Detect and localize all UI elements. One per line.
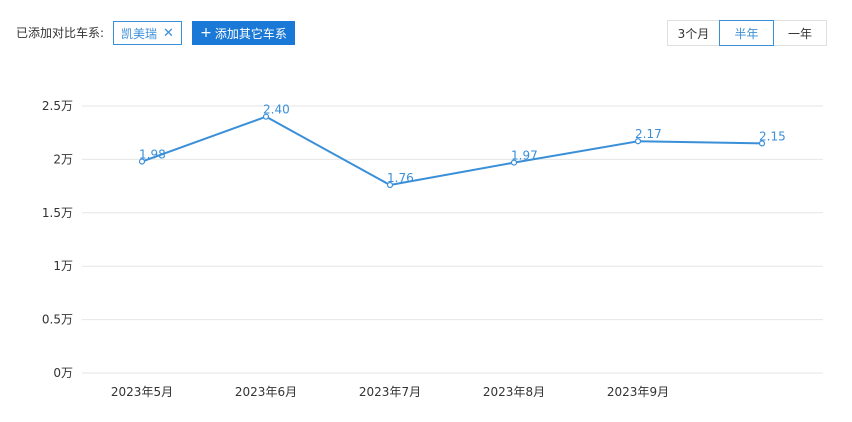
selected-model-name: 凯美瑞 <box>121 26 158 41</box>
range-one-year-button[interactable]: 一年 <box>773 20 827 46</box>
x-tick-label: 2023年9月 <box>607 385 669 399</box>
y-tick-label: 0.5万 <box>42 313 73 327</box>
data-label: 2.15 <box>759 129 786 143</box>
add-model-button[interactable]: + 添加其它车系 <box>192 21 295 45</box>
y-tick-label: 1万 <box>53 259 73 273</box>
range-half-year-button[interactable]: 半年 <box>719 20 774 46</box>
y-tick-label: 2.5万 <box>42 99 73 113</box>
data-label: 2.17 <box>635 127 662 141</box>
data-point <box>634 138 642 145</box>
plus-icon: + <box>200 25 212 41</box>
data-label: 1.97 <box>511 149 538 163</box>
data-point <box>386 181 394 189</box>
data-label: 1.76 <box>387 171 414 185</box>
x-tick-label: 2023年5月 <box>111 385 173 399</box>
time-range-selector: 3个月 半年 一年 <box>667 20 827 46</box>
data-point <box>138 158 146 165</box>
selected-model-tag[interactable]: 凯美瑞 ✕ <box>113 21 182 45</box>
x-tick-label: 2023年7月 <box>359 385 421 399</box>
y-tick-label: 1.5万 <box>42 206 73 220</box>
x-tick-label: 2023年6月 <box>235 385 297 399</box>
toolbar: 已添加对比车系: 凯美瑞 ✕ + 添加其它车系 3个月 半年 一年 <box>0 0 852 66</box>
data-label: 2.40 <box>263 103 290 117</box>
compare-label: 已添加对比车系: <box>16 26 105 40</box>
x-tick-label: 2023年8月 <box>483 385 545 399</box>
add-model-label: 添加其它车系 <box>214 26 287 41</box>
data-label: 1.98 <box>139 148 166 162</box>
y-tick-label: 2万 <box>53 152 73 166</box>
data-point <box>262 113 270 120</box>
series-line <box>141 115 763 187</box>
data-point <box>758 140 766 147</box>
close-icon[interactable]: ✕ <box>163 25 174 41</box>
data-point <box>510 159 518 166</box>
y-tick-label: 0万 <box>53 366 73 380</box>
